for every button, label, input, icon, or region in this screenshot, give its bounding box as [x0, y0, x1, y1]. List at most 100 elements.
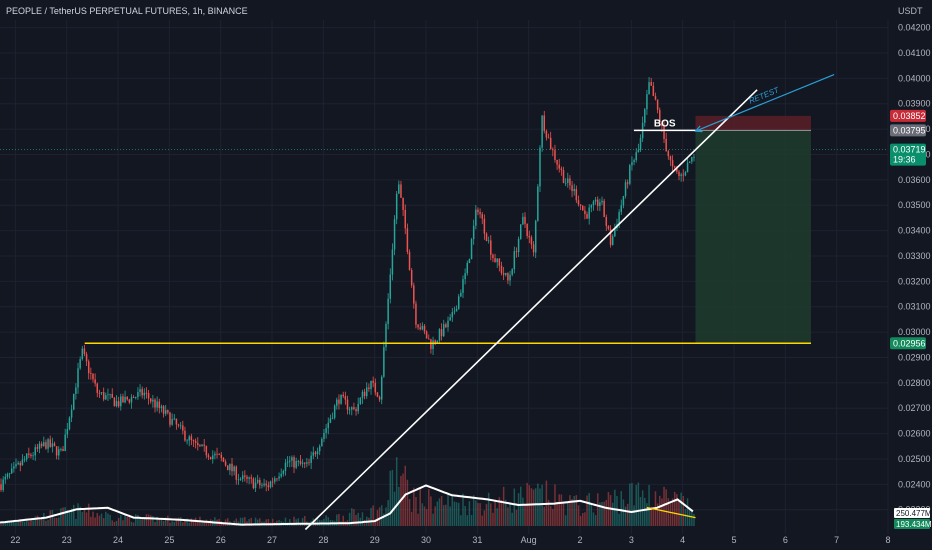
- candle-body: [271, 481, 274, 483]
- candle-body: [336, 399, 338, 406]
- candle-body: [481, 214, 483, 219]
- x-tick-label: 7: [834, 535, 839, 545]
- candle-body: [175, 418, 178, 425]
- volume-bar: [669, 503, 672, 526]
- volume-bar: [611, 502, 614, 526]
- volume-bar: [573, 495, 575, 526]
- candle-body: [241, 475, 244, 480]
- volume-bar: [564, 515, 567, 526]
- volume-bar: [524, 504, 526, 526]
- candle-body: [246, 476, 248, 479]
- candle-body: [220, 454, 223, 458]
- volume-bar: [472, 495, 475, 526]
- candle-body: [378, 396, 381, 400]
- candle-body: [98, 392, 101, 394]
- candle-body: [434, 340, 436, 343]
- candle-body: [256, 479, 259, 483]
- volume-bar: [494, 499, 496, 526]
- candle-body: [485, 233, 488, 241]
- candle-body: [314, 452, 317, 455]
- candle-body: [387, 298, 389, 324]
- candle-body: [682, 174, 685, 176]
- candle-body: [417, 324, 419, 328]
- volume-bar: [530, 488, 533, 526]
- candle-body: [162, 406, 165, 414]
- candle-body: [541, 115, 543, 148]
- candle-body: [43, 442, 45, 447]
- volume-bar: [293, 516, 295, 526]
- volume-bar: [436, 501, 439, 526]
- volume-bar: [507, 507, 509, 526]
- candle-body: [10, 468, 13, 474]
- candle-body: [661, 122, 663, 127]
- volume-bar: [2, 521, 4, 526]
- volume-bar: [51, 510, 54, 526]
- candle-body: [38, 443, 41, 449]
- candle-body: [344, 396, 347, 400]
- candle-body: [325, 428, 327, 433]
- volume-bar: [661, 498, 663, 526]
- candle-body: [524, 216, 526, 224]
- candle-body: [415, 303, 417, 325]
- volume-bar: [205, 519, 208, 526]
- candle-body: [90, 373, 92, 374]
- candle-body: [252, 478, 255, 489]
- volume-bar: [678, 500, 680, 526]
- volume-bar: [479, 503, 481, 526]
- candle-body: [584, 210, 586, 215]
- candle-body: [505, 273, 507, 275]
- volume-bar: [126, 516, 128, 526]
- volume-bar: [631, 482, 633, 526]
- volume-bar: [21, 521, 24, 526]
- candle-body: [509, 274, 511, 281]
- volume-bar: [190, 518, 193, 526]
- candle-body: [545, 130, 548, 138]
- candle-body: [490, 240, 492, 255]
- candle-body: [235, 466, 238, 480]
- time-axis: 22 23 24 25 26 27 28 29 30 31 Aug 2 3 4 5 6 7 8: [10, 535, 890, 545]
- volume-bar: [68, 511, 71, 526]
- volume-bar: [470, 515, 473, 526]
- candle-body: [152, 399, 154, 402]
- volume-bar: [15, 521, 17, 526]
- volume-bar: [79, 506, 81, 526]
- candle-body: [455, 308, 458, 312]
- candle-body: [470, 239, 473, 260]
- volume-bar: [94, 517, 96, 526]
- volume-bar: [64, 507, 66, 526]
- volume-bar: [81, 512, 84, 526]
- volume-bar: [160, 519, 163, 526]
- candle-body: [154, 399, 156, 408]
- candle-body: [663, 126, 665, 139]
- candle-body: [203, 444, 205, 446]
- candle-body: [419, 327, 421, 330]
- y-tick-label: 0.02700: [898, 403, 931, 413]
- volume-bar: [45, 520, 47, 526]
- y-tick-label: 0.04200: [898, 23, 931, 33]
- volume-bar: [462, 493, 464, 526]
- candle-body: [436, 340, 439, 343]
- volume-bar: [179, 517, 182, 526]
- volume-bar: [363, 519, 366, 526]
- candle-body: [83, 348, 86, 355]
- volume-bar: [554, 484, 556, 526]
- volume-bar: [284, 517, 287, 526]
- volume-bar: [184, 518, 186, 526]
- price-badge-stop: [890, 109, 926, 122]
- volume-decline-line: [646, 506, 696, 519]
- retest-arrow: [695, 73, 835, 132]
- candle-body: [295, 461, 297, 468]
- candle-body: [383, 347, 385, 377]
- candle-body: [410, 270, 413, 286]
- volume-bar: [513, 488, 516, 526]
- volume-bar: [23, 521, 26, 526]
- volume-bar: [385, 507, 387, 526]
- candle-body: [430, 339, 432, 350]
- volume-bar: [102, 518, 105, 526]
- candle-body: [447, 320, 449, 328]
- volume-bar: [487, 492, 490, 526]
- volume-bar: [132, 522, 135, 526]
- y-tick-label: 0.03100: [898, 302, 931, 312]
